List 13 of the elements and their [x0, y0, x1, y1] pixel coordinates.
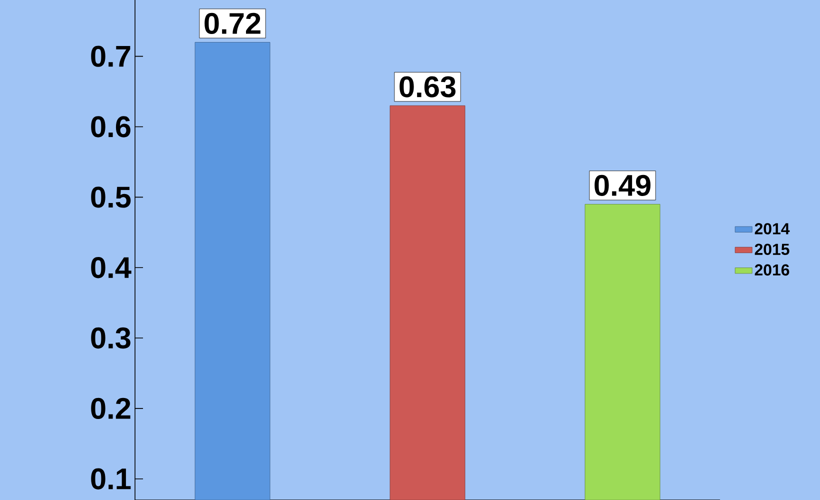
- legend-label: 2015: [754, 244, 790, 255]
- y-tick-label: 0.2: [91, 398, 130, 420]
- data-label: 0.49: [594, 174, 650, 196]
- legend-label: 2016: [754, 264, 790, 276]
- y-tick-label: 0.1: [91, 468, 131, 490]
- y-tick-label: 0.7: [91, 46, 130, 67]
- y-tick-label: 0.6: [91, 116, 130, 138]
- y-tick-label: 0.3: [91, 327, 130, 349]
- data-label: 0.63: [400, 76, 456, 98]
- data-label: 0.72: [204, 12, 260, 34]
- y-tick-label: 0.5: [91, 186, 131, 208]
- y-tick-label: 0.4: [91, 257, 132, 278]
- legend-label: 2014: [754, 223, 790, 234]
